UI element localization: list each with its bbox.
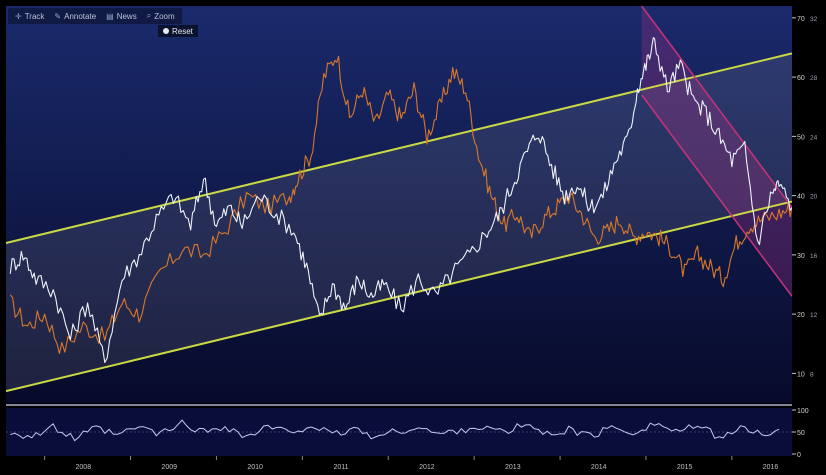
x-tick-label: 2015 <box>677 464 693 471</box>
track-button[interactable]: ✛ Track <box>11 9 48 23</box>
news-icon: ▤ <box>106 11 114 21</box>
x-tick-label: 2010 <box>247 464 263 471</box>
crosshair-icon: ✛ <box>15 11 22 21</box>
zoom-icon: ⌕ <box>146 11 152 20</box>
annotate-button[interactable]: ✎ Annotate <box>50 9 100 23</box>
y-left-tick-label: 28 <box>810 75 818 82</box>
right-axis-background <box>792 6 826 456</box>
y-tick-label: 60 <box>797 75 805 82</box>
up-channel-fill <box>6 53 792 392</box>
down-channel-line-upper <box>641 5 793 208</box>
news-label: News <box>116 11 137 21</box>
y-left-tick-label: 20 <box>810 194 818 201</box>
reset-icon <box>163 28 169 34</box>
y-tick-label: 70 <box>797 16 805 23</box>
osc-tick-label: 0 <box>797 452 801 459</box>
x-tick-label: 2013 <box>505 464 521 471</box>
zoom-button[interactable]: ⌕ Zoom <box>143 9 179 23</box>
y-left-tick-label: 8 <box>810 371 814 378</box>
y-tick-label: 40 <box>797 194 805 201</box>
y-left-tick-label: 32 <box>810 16 818 23</box>
osc-tick-label: 100 <box>797 408 809 415</box>
reset-button[interactable]: Reset <box>158 25 198 37</box>
orange-price-line <box>9 55 793 355</box>
reset-label: Reset <box>172 26 193 36</box>
x-tick-label: 2011 <box>333 464 348 471</box>
down-channel-line-lower <box>641 94 793 297</box>
pencil-icon: ✎ <box>54 11 62 21</box>
zoom-label: Zoom <box>154 11 175 21</box>
channel-line-upper <box>5 52 793 244</box>
track-label: Track <box>24 11 45 21</box>
bottom-axis-background <box>0 456 826 475</box>
y-tick-label: 30 <box>797 253 805 260</box>
chart-toolbar: ✛ Track ✎ Annotate ▤ News ⌕ Zoom <box>8 8 182 24</box>
y-left-tick-label: 16 <box>810 253 818 260</box>
y-left-tick-label: 24 <box>810 134 818 141</box>
y-tick-label: 10 <box>797 371 805 378</box>
oscillator-line <box>10 419 780 442</box>
white-price-line <box>9 37 793 364</box>
x-tick-label: 2008 <box>76 464 92 471</box>
y-left-tick-label: 12 <box>810 312 818 319</box>
x-tick-label: 2009 <box>161 464 177 471</box>
x-tick-label: 2014 <box>591 464 607 471</box>
news-button[interactable]: ▤ News <box>102 9 141 23</box>
osc-tick-label: 50 <box>797 430 805 437</box>
y-tick-label: 20 <box>797 312 805 319</box>
x-tick-label: 2012 <box>419 464 435 471</box>
x-tick-label: 2016 <box>763 464 779 471</box>
main-panel-background <box>6 6 792 403</box>
y-tick-label: 50 <box>797 134 805 141</box>
annotate-label: Annotate <box>64 11 97 21</box>
